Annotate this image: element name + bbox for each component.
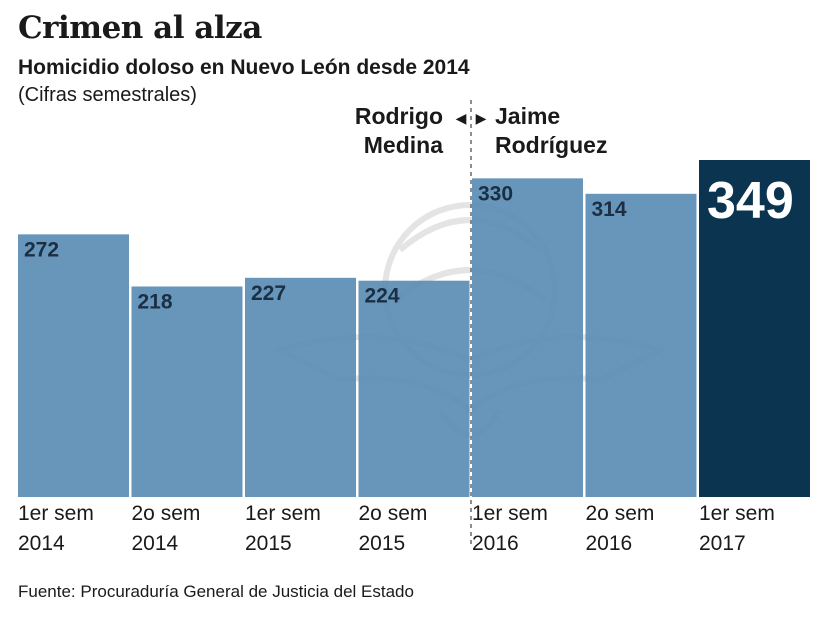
tick-label-6-1: 2017 [699,532,746,555]
tick-label-0-0: 1er sem [18,502,94,525]
arrow-left-icon: ◀ [456,111,467,127]
chart-subtitle: Homicidio doloso en Nuevo León desde 201… [18,56,470,79]
tick-label-1-1: 2014 [132,532,179,555]
data-label-3: 224 [365,285,400,308]
arrow-right-icon: ▶ [476,111,487,127]
tick-label-5-0: 2o sem [586,502,655,525]
bar-0 [18,234,129,498]
bar-1 [131,286,243,497]
tick-label-4-0: 1er sem [472,502,548,525]
bar-3 [358,280,470,497]
bar-6 [699,160,810,497]
chart-title: Crimen al alza [18,10,262,46]
data-label-4: 330 [478,182,513,205]
tick-label-3-0: 2o sem [359,502,428,525]
tick-label-4-1: 2016 [472,532,519,555]
data-label-5: 314 [592,198,627,221]
tick-label-5-1: 2016 [586,532,633,555]
tick-label-6-0: 1er sem [699,502,775,525]
tick-label-0-1: 2014 [18,532,65,555]
period-label-0-1: Medina [364,132,443,158]
period-label-1-1: Rodríguez [495,132,607,158]
tick-label-2-0: 1er sem [245,502,321,525]
tick-label-1-0: 2o sem [132,502,201,525]
bar-2 [245,277,356,497]
data-label-6: 349 [707,172,794,230]
period-label-1-0: Jaime [495,103,560,129]
data-label-0: 272 [24,238,59,261]
tick-label-2-1: 2015 [245,532,292,555]
bar-5 [585,193,697,497]
data-label-1: 218 [138,290,173,313]
tick-label-3-1: 2015 [359,532,406,555]
source-note: Fuente: Procuraduría General de Justicia… [18,582,414,601]
period-label-0-0: Rodrigo [355,103,443,129]
bar-4 [472,178,583,497]
chart-note: (Cifras semestrales) [18,84,197,106]
data-label-2: 227 [251,282,286,305]
